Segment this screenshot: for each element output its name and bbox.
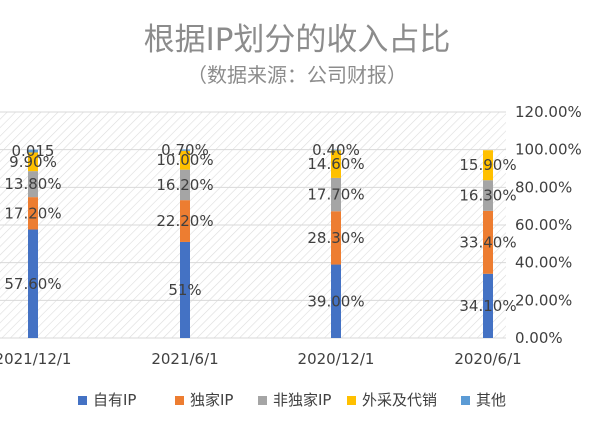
x-tick-label: 2021/12/1 bbox=[0, 350, 71, 368]
data-labels: 57.60% 17.20% 13.80% 9.90%0.015 51% 22.20% 16.… bbox=[4, 141, 516, 315]
data-label: 15.90% bbox=[459, 156, 516, 174]
legend-item: 非独家IP bbox=[258, 391, 331, 409]
bar-segment bbox=[180, 150, 190, 170]
data-label: 17.20% bbox=[4, 204, 61, 222]
chart-title: 根据IP划分的收入占比 bbox=[144, 22, 451, 58]
data-label: 14.60% bbox=[307, 155, 364, 173]
bar-segment bbox=[28, 149, 38, 153]
y-tick-label: 20.00% bbox=[515, 291, 572, 309]
data-label: 39.00% bbox=[307, 292, 364, 310]
bar-segment bbox=[28, 171, 38, 198]
bar-segment bbox=[28, 152, 38, 172]
y-tick-label: 40.00% bbox=[515, 254, 572, 272]
bar-segment bbox=[28, 229, 38, 338]
data-label: 17.70% bbox=[307, 186, 364, 204]
legend-swatch bbox=[347, 396, 356, 405]
bar-segment bbox=[483, 180, 493, 211]
y-tick-label: 120.00% bbox=[515, 103, 582, 121]
x-tick-label: 2020/6/1 bbox=[454, 350, 521, 368]
y-tick-label: 100.00% bbox=[515, 141, 582, 159]
data-label: 9.90% bbox=[9, 153, 57, 171]
data-label: 0.70% bbox=[161, 141, 209, 159]
y-axis: 0.00% 20.00% 40.00% 60.00% 80.00% 100.00% 120.… bbox=[515, 103, 582, 347]
data-label: 13.80% bbox=[4, 175, 61, 193]
gridlines bbox=[0, 111, 506, 339]
data-label: 57.60% bbox=[4, 275, 61, 293]
data-label: 10.00% bbox=[156, 151, 213, 169]
legend-swatch bbox=[258, 396, 267, 405]
bar-segment bbox=[180, 200, 190, 242]
bar-segment bbox=[483, 150, 493, 181]
bar-segment bbox=[483, 273, 493, 338]
data-label: 28.30% bbox=[307, 229, 364, 247]
bar-segment bbox=[28, 197, 38, 230]
legend-swatch bbox=[175, 396, 184, 405]
legend-label: 外采及代销 bbox=[362, 391, 437, 409]
legend-item: 其他 bbox=[461, 391, 506, 409]
data-label: 16.20% bbox=[156, 176, 213, 194]
bar-segment bbox=[331, 149, 341, 151]
bar-segment bbox=[331, 264, 341, 338]
legend-label: 非独家IP bbox=[273, 391, 331, 409]
y-tick-label: 0.00% bbox=[515, 329, 563, 347]
legend-item: 外采及代销 bbox=[347, 391, 437, 409]
bar-segment bbox=[180, 149, 190, 151]
legend-label: 独家IP bbox=[190, 391, 233, 409]
chart-subtitle: （数据来源：公司财报） bbox=[187, 63, 407, 87]
data-label: 16.30% bbox=[459, 187, 516, 205]
x-axis: 2021/12/1 2021/6/1 2020/12/1 2020/6/1 bbox=[0, 350, 522, 368]
data-label: 51% bbox=[168, 281, 201, 299]
data-label: 33.40% bbox=[459, 233, 516, 251]
bar-segment bbox=[180, 169, 190, 201]
bars bbox=[28, 149, 493, 338]
data-label: 0.40% bbox=[312, 141, 360, 159]
y-tick-label: 80.00% bbox=[515, 178, 572, 196]
legend-swatch bbox=[78, 396, 87, 405]
data-label: 22.20% bbox=[156, 212, 213, 230]
data-label: 0.015 bbox=[12, 142, 55, 160]
legend-label: 其他 bbox=[476, 391, 506, 409]
bar-segment bbox=[483, 210, 493, 274]
x-tick-label: 2021/6/1 bbox=[151, 350, 218, 368]
legend-label: 自有IP bbox=[93, 391, 136, 409]
bar-segment bbox=[331, 177, 341, 212]
legend-swatch bbox=[461, 396, 470, 405]
legend: 自有IP 独家IP 非独家IP 外采及代销 其他 bbox=[78, 391, 506, 409]
legend-item: 独家IP bbox=[175, 391, 233, 409]
legend-item: 自有IP bbox=[78, 391, 136, 409]
data-label: 34.10% bbox=[459, 297, 516, 315]
bar-segment bbox=[180, 241, 190, 338]
x-tick-label: 2020/12/1 bbox=[298, 350, 375, 368]
bar-segment bbox=[331, 211, 341, 265]
bar-segment bbox=[331, 150, 341, 178]
y-tick-label: 60.00% bbox=[515, 216, 572, 234]
